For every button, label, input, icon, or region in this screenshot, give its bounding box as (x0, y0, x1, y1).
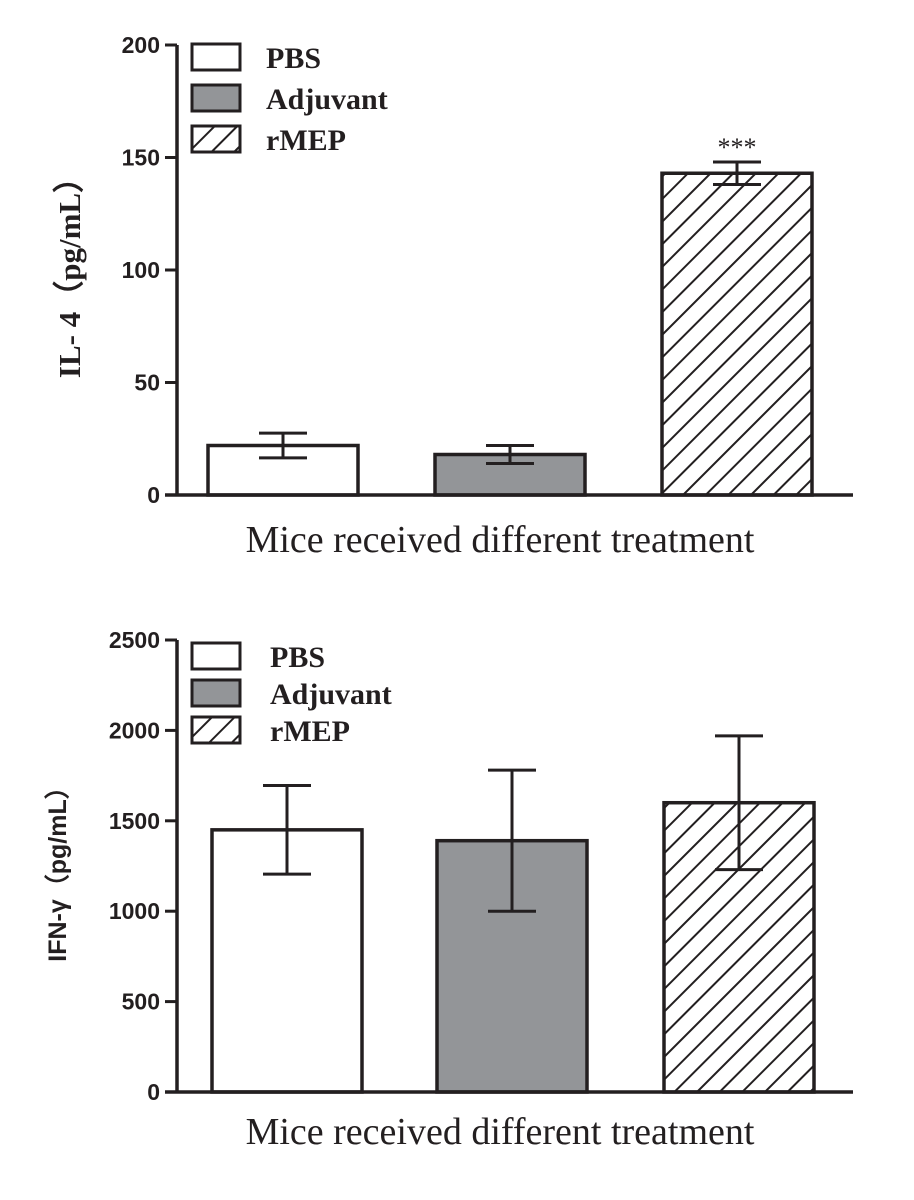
chart-il4-axes (165, 45, 853, 497)
legend-swatch (190, 715, 242, 745)
chart-ifng-errorbars (263, 734, 763, 913)
legend-swatch (190, 124, 242, 154)
legend-swatch (190, 678, 242, 708)
errorbar-pbs (263, 784, 311, 876)
chart-il4-xlabel: Mice received different treatment (246, 519, 755, 561)
legend-label: rMEP (270, 715, 350, 748)
chart-ifng: IFN-γ（pg/mL） 0 500 1000 1500 2000 2500 PBS Adj… (43, 627, 853, 1153)
legend-item-adjuvant: Adjuvant (190, 678, 392, 711)
legend-swatch (190, 42, 242, 72)
ytick-label: 100 (122, 257, 160, 283)
legend-item-rmep: rMEP (190, 715, 350, 748)
chart-ifng-xlabel: Mice received different treatment (246, 1111, 755, 1153)
errorbar-rmep (715, 734, 763, 872)
legend-label: PBS (270, 641, 325, 674)
errorbar-rmep (713, 160, 761, 186)
legend-item-pbs: PBS (190, 42, 321, 75)
ytick-label: 0 (147, 1079, 160, 1105)
legend-label: rMEP (266, 124, 346, 157)
bar-rmep (660, 171, 814, 497)
ytick-label: 1500 (109, 808, 160, 834)
errorbar-adjuvant (486, 444, 534, 465)
legend-label: Adjuvant (266, 83, 388, 116)
legend-label: PBS (266, 42, 321, 75)
legend-item-pbs: PBS (190, 641, 325, 674)
legend-label: Adjuvant (270, 678, 392, 711)
chart-il4-ylabel: IL- 4（pg/mL） (52, 162, 87, 378)
ytick-label: 2500 (109, 627, 160, 653)
chart-ifng-ylabel: IFN-γ（pg/mL） (43, 774, 72, 962)
chart-il4-annotations: *** (718, 133, 757, 162)
ytick-label: 2000 (109, 717, 160, 743)
legend-item-adjuvant: Adjuvant (190, 83, 388, 116)
legend-swatch (190, 641, 242, 671)
significance-label: *** (718, 133, 757, 162)
chart-il4-yticks: 0 50 100 150 200 (122, 32, 177, 508)
ytick-label: 1000 (109, 898, 160, 924)
chart-ifng-legend: PBS Adjuvant rMEP (190, 641, 392, 748)
legend-item-rmep: rMEP (190, 124, 346, 157)
chart-ifng-axes (165, 640, 853, 1094)
chart-ifng-yticks: 0 500 1000 1500 2000 2500 (109, 627, 177, 1105)
ytick-label: 150 (122, 145, 160, 171)
chart-il4: IL- 4（pg/mL） 0 50 100 150 200 *** PBS Adjuvan… (52, 32, 853, 561)
ytick-label: 0 (147, 482, 160, 508)
ytick-label: 500 (122, 989, 160, 1015)
legend-swatch (190, 83, 242, 113)
ytick-label: 50 (134, 370, 160, 396)
ytick-label: 200 (122, 32, 160, 58)
chart-il4-errorbars (259, 160, 761, 465)
errorbar-adjuvant (488, 768, 536, 913)
chart-il4-legend: PBS Adjuvant rMEP (190, 42, 388, 157)
errorbar-pbs (259, 431, 307, 460)
